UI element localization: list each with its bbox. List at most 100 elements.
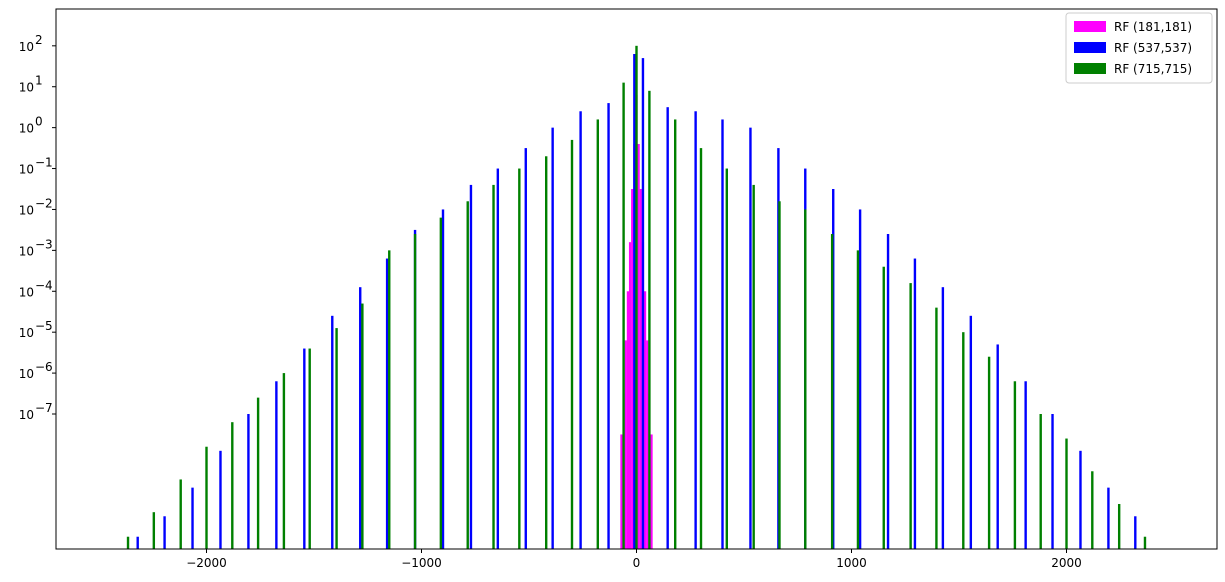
bar-rf-715-715--18: [596, 119, 599, 550]
bar-rf-537-537--23: [749, 127, 752, 550]
bar-rf-715-715--12: [439, 217, 443, 550]
bar-rf-715-715--31: [909, 283, 912, 549]
bar-rf-715-715--35: [1013, 381, 1017, 549]
bar-rf-537-537--21: [694, 111, 697, 549]
legend: RF (181,181) RF (537,537) RF (715,715): [1065, 12, 1213, 84]
bar-rf-715-715--4: [231, 422, 234, 549]
y-tick-label: 10: [19, 367, 34, 381]
bar-rf-715-715--34: [987, 356, 991, 549]
bar-rf-537-537--3: [219, 450, 222, 549]
bar-rf-537-537--13: [496, 168, 500, 549]
bars-layer: [126, 45, 1147, 550]
y-tick-label: 10: [19, 203, 34, 217]
bar-rf-715-715--8: [335, 328, 338, 549]
bar-rf-715-715--19: [622, 82, 625, 550]
bar-rf-537-537--37: [1134, 516, 1137, 549]
bar-rf-181-181--8: [637, 144, 640, 549]
x-tick-label: 1000: [836, 556, 867, 570]
y-tick-label: 10: [19, 81, 34, 95]
bar-rf-715-715--9: [361, 303, 364, 549]
y-tick-exponent: −1: [35, 156, 53, 170]
bar-rf-715-715--40: [1143, 536, 1147, 549]
bar-rf-181-181--5: [631, 189, 634, 549]
bar-rf-537-537--4: [247, 414, 250, 549]
bar-rf-715-715--29: [856, 250, 860, 549]
y-tick-exponent: −2: [35, 196, 53, 210]
bar-rf-537-537--14: [524, 148, 527, 549]
bar-rf-181-181--2: [624, 340, 627, 549]
bar-rf-715-715--24: [725, 168, 728, 549]
bar-rf-715-715--5: [256, 397, 260, 549]
bar-rf-537-537--33: [1024, 381, 1027, 549]
bar-rf-537-537--30: [941, 287, 945, 549]
bar-rf-537-537--1: [163, 516, 166, 549]
bar-rf-181-181--12: [646, 340, 649, 549]
bar-rf-715-715--2: [179, 479, 182, 549]
bar-rf-715-715--36: [1039, 414, 1042, 549]
y-tick-label: 10: [19, 122, 34, 136]
bar-rf-715-715--25: [752, 184, 755, 549]
bar-rf-715-715--10: [388, 250, 391, 549]
y-tick-label: 10: [19, 244, 34, 258]
bar-rf-537-537--17: [607, 103, 610, 549]
bar-rf-715-715--27: [804, 209, 807, 550]
bar-rf-537-537--18: [633, 54, 636, 549]
bar-rf-537-537--27: [858, 209, 862, 550]
bar-rf-181-181--9: [639, 189, 642, 549]
bar-rf-715-715--3: [205, 446, 208, 549]
x-tick-label: 2000: [1051, 556, 1082, 570]
bar-rf-537-537--19: [641, 58, 645, 549]
bar-rf-537-537--16: [579, 111, 582, 549]
bar-rf-537-537--8: [359, 287, 362, 549]
bar-rf-181-181--14: [650, 434, 653, 549]
legend-label: RF (715,715): [1114, 62, 1192, 76]
y-tick-exponent: −5: [35, 319, 53, 333]
legend-swatch: [1074, 21, 1106, 32]
bar-rf-715-715--17: [570, 139, 574, 549]
legend-swatch: [1074, 42, 1106, 53]
bar-rf-715-715--7: [308, 348, 311, 549]
bar-rf-537-537--5: [275, 381, 278, 549]
x-axis: −2000 −1000 0 1000 2000: [186, 549, 1082, 570]
bar-rf-537-537--12: [469, 184, 473, 549]
y-tick-exponent: −6: [35, 360, 53, 374]
bar-rf-715-715--16: [545, 156, 548, 550]
bar-rf-537-537--31: [969, 315, 973, 549]
bar-rf-715-715--30: [882, 266, 885, 549]
bar-rf-715-715--26: [778, 201, 781, 550]
legend-label: RF (181,181): [1114, 20, 1192, 34]
bar-rf-715-715--15: [518, 168, 521, 549]
bar-rf-715-715--20: [635, 45, 638, 550]
bar-rf-537-537--0: [136, 536, 139, 549]
bar-rf-715-715--23: [699, 148, 703, 549]
bar-rf-537-537--32: [996, 344, 999, 549]
bar-rf-537-537--35: [1079, 450, 1082, 549]
y-tick-exponent: −3: [35, 237, 53, 251]
x-tick-label: 0: [633, 556, 641, 570]
bar-rf-715-715--38: [1091, 471, 1094, 549]
bar-rf-537-537--2: [191, 487, 194, 549]
bar-rf-537-537--9: [385, 258, 389, 549]
bar-rf-181-181--11: [644, 291, 647, 549]
bar-rf-537-537--22: [721, 119, 724, 550]
bar-rf-537-537--6: [303, 348, 306, 549]
x-tick-label: −1000: [401, 556, 442, 570]
bar-rf-715-715--0: [126, 536, 130, 549]
bar-rf-715-715--21: [648, 90, 651, 550]
y-tick-label: 10: [19, 285, 34, 299]
y-tick-label: 10: [19, 408, 34, 422]
y-tick-label: 10: [19, 40, 34, 54]
y-tick-exponent: −4: [35, 278, 53, 292]
bar-rf-715-715--28: [830, 234, 834, 549]
legend-label: RF (537,537): [1114, 41, 1192, 55]
bar-rf-181-181--3: [626, 291, 629, 549]
bar-rf-715-715--22: [674, 119, 677, 550]
bar-rf-715-715--32: [935, 307, 938, 549]
legend-swatch: [1074, 63, 1106, 74]
y-tick-exponent: 2: [35, 33, 43, 47]
bar-rf-537-537--29: [913, 258, 917, 549]
x-tick-label: −2000: [186, 556, 227, 570]
bar-rf-537-537--28: [886, 234, 890, 549]
bar-rf-537-537--7: [331, 315, 334, 549]
